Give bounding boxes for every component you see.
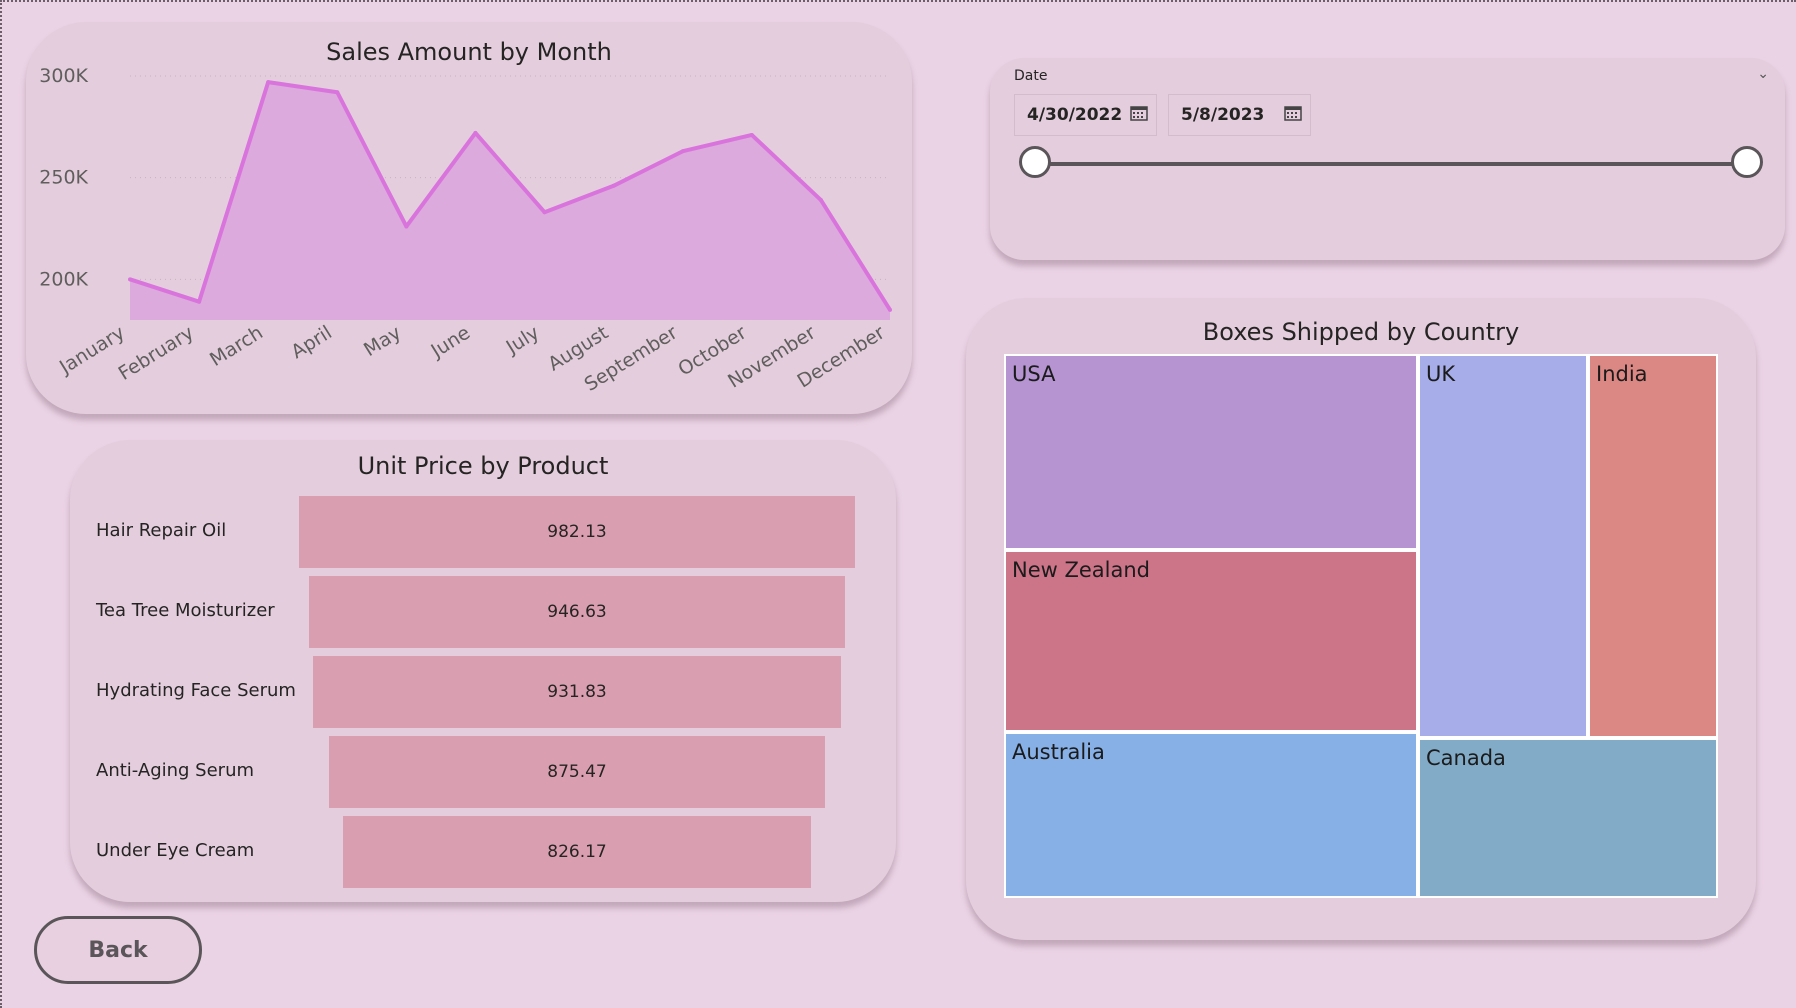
data-point xyxy=(680,149,685,154)
end-date-value: 5/8/2023 xyxy=(1181,105,1265,125)
sales-line xyxy=(129,80,892,311)
funnel-bar[interactable]: 931.83 xyxy=(313,656,841,728)
sales-area-fill xyxy=(130,82,890,320)
treemap-cell-canada[interactable]: Canada xyxy=(1418,738,1718,898)
date-range-track[interactable] xyxy=(1035,162,1747,166)
x-tick-label: February xyxy=(115,322,198,385)
calendar-icon[interactable] xyxy=(1284,105,1302,121)
funnel-bar[interactable]: 946.63 xyxy=(309,576,845,648)
date-slicer-card: Date ⌄ 4/30/2022 5/8/2023 xyxy=(990,58,1785,260)
data-point xyxy=(197,299,202,304)
chevron-down-icon[interactable]: ⌄ xyxy=(1757,66,1769,82)
boxes-shipped-card: Boxes Shipped by Country USA New Zealand A… xyxy=(966,298,1756,940)
x-tick-label: June xyxy=(426,322,474,363)
sales-chart-title: Sales Amount by Month xyxy=(326,38,612,66)
treemap-title: Boxes Shipped by Country xyxy=(1202,318,1520,346)
funnel-row: Hair Repair Oil 982.13 xyxy=(70,496,896,568)
funnel-title: Unit Price by Product xyxy=(357,452,609,480)
x-tick-label: April xyxy=(287,322,335,364)
data-point xyxy=(335,90,340,95)
data-point xyxy=(473,130,478,135)
data-point xyxy=(128,277,132,282)
start-date-input[interactable]: 4/30/2022 xyxy=(1014,94,1157,136)
data-point xyxy=(611,183,616,188)
x-tick-label: May xyxy=(360,322,405,361)
data-point xyxy=(404,224,409,229)
funnel-bar[interactable]: 826.17 xyxy=(343,816,811,888)
sales-by-month-card: Sales Amount by Month 300K 250K 200K Januar… xyxy=(26,22,912,414)
funnel-category-label: Hair Repair Oil xyxy=(96,520,227,541)
funnel-bar[interactable]: 982.13 xyxy=(299,496,855,568)
funnel-category-label: Hydrating Face Serum xyxy=(96,680,296,701)
x-tick-label: March xyxy=(206,322,267,371)
funnel-row: Hydrating Face Serum 931.83 xyxy=(70,656,896,728)
treemap-cell-australia[interactable]: Australia xyxy=(1004,732,1418,898)
data-point xyxy=(749,132,754,137)
y-tick-label: 200K xyxy=(39,268,88,290)
treemap-cell-usa[interactable]: USA xyxy=(1004,354,1418,550)
back-button[interactable]: Back xyxy=(34,916,202,984)
funnel-bar[interactable]: 875.47 xyxy=(329,736,825,808)
funnel-category-label: Under Eye Cream xyxy=(96,840,255,861)
funnel-category-label: Tea Tree Moisturizer xyxy=(96,600,275,621)
funnel-row: Tea Tree Moisturizer 946.63 xyxy=(70,576,896,648)
treemap-cell-uk[interactable]: UK xyxy=(1418,354,1588,738)
y-tick-label: 250K xyxy=(39,167,88,189)
data-point xyxy=(818,198,823,203)
end-date-input[interactable]: 5/8/2023 xyxy=(1168,94,1311,136)
funnel-row: Under Eye Cream 826.17 xyxy=(70,816,896,888)
x-tick-label: July xyxy=(502,322,543,359)
start-date-value: 4/30/2022 xyxy=(1027,105,1123,125)
treemap-cell-india[interactable]: India xyxy=(1588,354,1718,738)
end-date-handle[interactable] xyxy=(1731,146,1763,178)
y-tick-label: 300K xyxy=(39,65,88,87)
treemap-cell-new-zealand[interactable]: New Zealand xyxy=(1004,550,1418,732)
unit-price-card: Unit Price by Product Hair Repair Oil 982… xyxy=(70,440,896,902)
calendar-icon[interactable] xyxy=(1130,105,1148,121)
funnel-category-label: Anti-Aging Serum xyxy=(96,760,255,781)
data-point xyxy=(888,307,892,312)
data-point xyxy=(266,80,271,85)
start-date-handle[interactable] xyxy=(1019,146,1051,178)
data-point xyxy=(542,210,547,215)
date-slicer-header: Date xyxy=(1014,68,1048,84)
funnel-row: Anti-Aging Serum 875.47 xyxy=(70,736,896,808)
